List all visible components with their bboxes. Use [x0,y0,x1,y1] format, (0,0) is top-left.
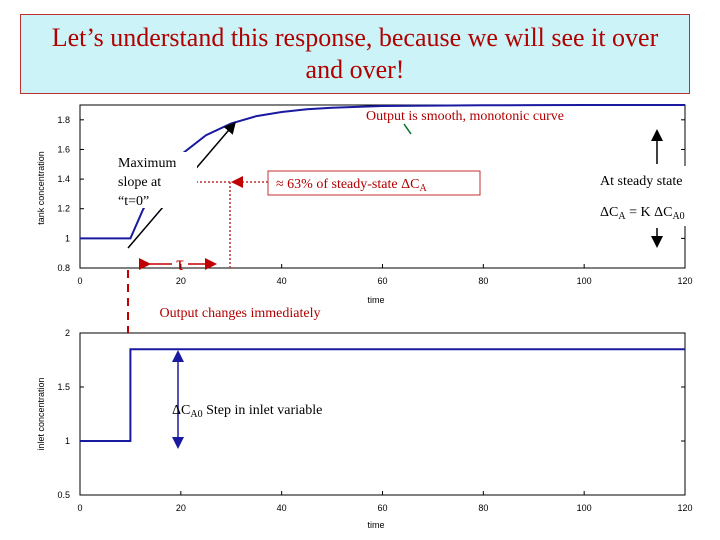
max-slope-label-box [113,152,197,208]
x-tick-label: 80 [478,276,488,286]
y-tick-label: 2 [65,328,70,338]
step-annotation: ΔCA0 Step in inlet variable [172,403,322,420]
max-slope-line1: Maximum [118,156,176,171]
tau-label: τ [176,253,184,275]
bottom-chart-frame [79,332,686,496]
x-tick-label: 60 [377,503,387,513]
bottom-y-axis-label: inlet concentration [36,377,46,450]
x-tick-label: 0 [77,276,82,286]
slide-title: Let’s understand this response, because … [51,23,659,84]
x-tick-label: 60 [377,276,387,286]
steady-state-label-box [595,166,715,226]
y-tick-label: 1 [65,436,70,446]
smooth-curve-annotation: Output is smooth, monotonic curve [366,109,564,124]
immediate-change-annotation: Output changes immediately [160,306,321,321]
top-y-axis-label: tank concentration [36,151,46,225]
y-tick-label: 1 [65,233,70,243]
x-tick-label: 20 [176,503,186,513]
x-tick-label: 80 [478,503,488,513]
slide-title-box: Let’s understand this response, because … [20,14,690,94]
x-tick-label: 40 [277,503,287,513]
top-x-ticks: 0 20 40 60 80 100 120 [77,264,693,286]
x-tick-label: 40 [277,276,287,286]
x-tick-label: 100 [577,276,592,286]
bottom-y-ticks: 0.5 1 1.5 2 [57,328,685,500]
y-tick-label: 0.8 [57,263,70,273]
x-tick-label: 120 [677,276,692,286]
y-tick-label: 1.2 [57,204,70,214]
top-x-axis-label: time [367,295,384,305]
x-tick-label: 120 [677,503,692,513]
bottom-x-axis-label: time [367,520,384,530]
smooth-curve-pointer [403,123,412,135]
steady-state-line1: At steady state [600,174,682,189]
x-tick-label: 20 [176,276,186,286]
bottom-x-ticks: 0 20 40 60 80 100 120 [77,491,693,513]
y-tick-label: 1.5 [57,382,70,392]
pct63-label: ≈ 63% of steady-state ΔCA [276,177,427,194]
max-slope-line3: “t=0” [118,194,149,209]
y-tick-label: 1.6 [57,144,70,154]
steady-state-line2: ΔCA = K ΔCA0 [600,205,685,222]
x-tick-label: 0 [77,503,82,513]
y-tick-label: 1.4 [57,174,70,184]
max-slope-line2: slope at [118,175,161,190]
inlet-concentration-line [80,348,685,442]
x-tick-label: 100 [577,503,592,513]
y-tick-label: 1.8 [57,115,70,125]
pct63-label-box [267,170,481,196]
y-tick-label: 0.5 [57,490,70,500]
